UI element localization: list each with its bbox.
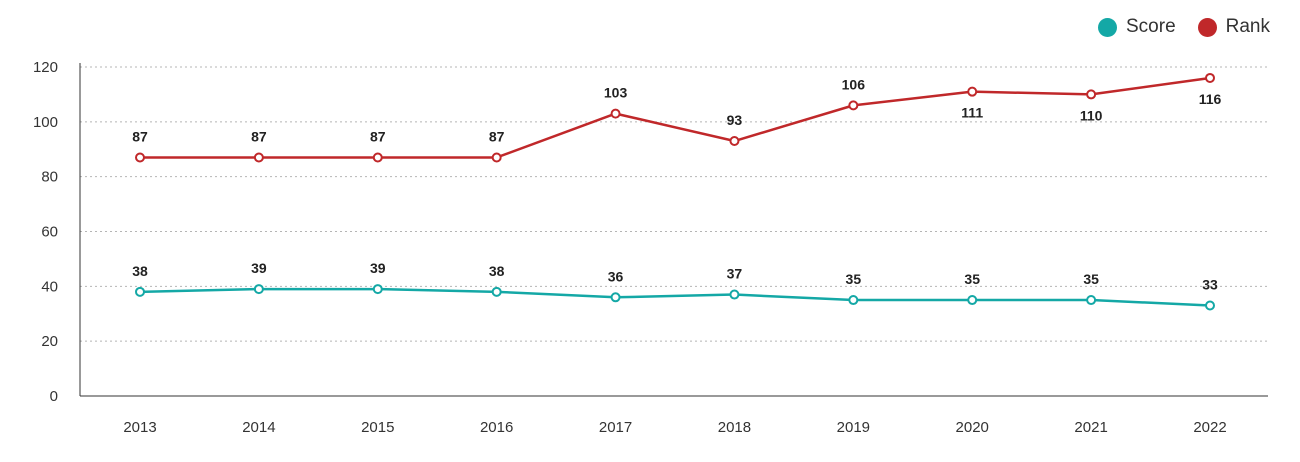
y-tick-label-100: 100 xyxy=(33,114,58,131)
legend-label-score: Score xyxy=(1126,16,1176,37)
y-tick-label-120: 120 xyxy=(33,59,58,76)
data-point-rank-2017 xyxy=(610,108,621,119)
data-point-score-2015 xyxy=(372,284,383,295)
y-tick-label-60: 60 xyxy=(41,224,58,241)
data-label-rank-2016: 87 xyxy=(489,128,505,144)
x-tick-label-2022: 2022 xyxy=(1193,419,1226,436)
data-label-rank-2014: 87 xyxy=(251,128,267,144)
data-label-rank-2020: 111 xyxy=(961,105,983,121)
y-tick-label-40: 40 xyxy=(41,278,58,295)
data-label-rank-2015: 87 xyxy=(370,128,386,144)
data-label-score-2013: 38 xyxy=(132,263,148,279)
data-point-rank-2018 xyxy=(729,136,740,147)
data-label-rank-2022: 116 xyxy=(1199,91,1222,107)
data-label-score-2020: 35 xyxy=(964,271,980,287)
x-tick-label-2017: 2017 xyxy=(599,419,632,436)
data-label-rank-2019: 106 xyxy=(842,76,866,92)
data-point-score-2020 xyxy=(967,295,978,306)
data-point-score-2022 xyxy=(1205,300,1215,311)
data-label-score-2014: 39 xyxy=(251,260,267,276)
data-point-rank-2015 xyxy=(372,152,383,163)
legend-item-score: Score xyxy=(1098,16,1176,38)
y-tick-label-80: 80 xyxy=(41,169,58,186)
data-point-score-2014 xyxy=(253,284,264,295)
legend: Score Rank xyxy=(1098,16,1270,38)
data-point-rank-2021 xyxy=(1086,89,1097,100)
y-tick-label-20: 20 xyxy=(41,333,58,350)
data-point-score-2018 xyxy=(729,289,740,300)
data-point-rank-2016 xyxy=(491,152,502,163)
data-point-rank-2014 xyxy=(253,152,264,163)
x-tick-label-2014: 2014 xyxy=(242,419,275,436)
x-tick-label-2015: 2015 xyxy=(361,419,394,436)
y-tick-label-0: 0 xyxy=(50,388,58,405)
data-label-rank-2017: 103 xyxy=(604,85,628,101)
x-tick-label-2021: 2021 xyxy=(1074,419,1107,436)
data-label-score-2021: 35 xyxy=(1083,271,1099,287)
x-tick-label-2013: 2013 xyxy=(123,419,156,436)
data-point-rank-2020 xyxy=(967,86,978,97)
data-point-score-2013 xyxy=(135,286,145,297)
data-point-rank-2022 xyxy=(1205,72,1215,83)
data-point-score-2017 xyxy=(610,292,621,303)
data-label-score-2016: 38 xyxy=(489,263,505,279)
data-label-score-2019: 35 xyxy=(846,271,862,287)
data-point-score-2019 xyxy=(848,295,859,306)
x-tick-label-2016: 2016 xyxy=(480,419,513,436)
data-label-score-2015: 39 xyxy=(370,260,386,276)
data-label-score-2018: 37 xyxy=(727,266,743,282)
x-tick-label-2020: 2020 xyxy=(956,419,989,436)
data-label-rank-2018: 93 xyxy=(727,112,743,128)
data-label-rank-2021: 110 xyxy=(1080,107,1103,123)
data-point-rank-2019 xyxy=(848,100,859,111)
data-label-rank-2013: 87 xyxy=(132,128,148,144)
series-line-score xyxy=(139,287,1211,307)
data-label-score-2022: 33 xyxy=(1202,277,1218,293)
series-line-rank xyxy=(140,76,1211,159)
x-tick-label-2018: 2018 xyxy=(718,419,751,436)
data-label-score-2017: 36 xyxy=(608,268,624,284)
legend-item-rank: Rank xyxy=(1197,16,1270,38)
data-point-rank-2013 xyxy=(135,152,145,163)
legend-marker-score xyxy=(1098,17,1117,37)
legend-label-rank: Rank xyxy=(1225,16,1270,37)
data-point-score-2016 xyxy=(491,286,502,297)
data-point-score-2021 xyxy=(1086,295,1097,306)
x-tick-label-2019: 2019 xyxy=(837,419,870,436)
legend-marker-rank xyxy=(1197,17,1217,37)
